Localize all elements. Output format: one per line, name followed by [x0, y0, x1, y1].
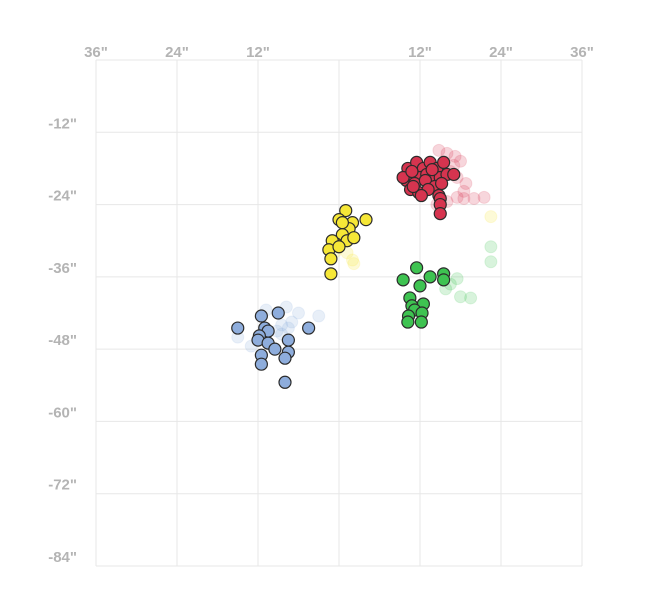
data-point — [268, 342, 282, 356]
data-point — [396, 273, 410, 287]
data-point — [359, 213, 373, 227]
data-point — [423, 270, 437, 284]
data-point — [447, 167, 461, 182]
data-point — [335, 216, 349, 230]
data-point — [401, 315, 415, 329]
data-point — [324, 252, 338, 266]
data-point — [339, 203, 353, 218]
data-point — [254, 309, 268, 323]
data-point — [413, 279, 427, 293]
data-point — [231, 321, 245, 335]
data-point — [425, 163, 439, 177]
data-point — [278, 351, 292, 365]
data-point — [414, 315, 428, 329]
faded-data-point — [484, 255, 498, 269]
x-tick-label: 12" — [246, 44, 270, 61]
x-axis-labels: 36" 24" 12" 12" 24" 36" — [84, 44, 594, 61]
data-point — [254, 357, 268, 371]
faded-data-point — [450, 272, 464, 286]
data-point — [332, 240, 346, 254]
data-point — [437, 155, 451, 170]
x-tick-label: 36" — [570, 44, 594, 61]
faded-data-point — [346, 253, 359, 267]
faded-data-point — [292, 306, 305, 320]
faded-data-point — [450, 190, 464, 204]
faded-data-point — [457, 184, 471, 198]
faded-data-point — [459, 176, 473, 190]
y-tick-label: -24" — [48, 188, 77, 205]
data-point — [437, 273, 451, 287]
x-tick-label: 24" — [165, 44, 189, 61]
data-point — [435, 176, 449, 191]
faded-data-point — [432, 143, 446, 157]
y-tick-label: -72" — [48, 477, 77, 494]
x-tick-label: 24" — [489, 44, 513, 61]
faded-data-point — [448, 149, 462, 163]
data-point — [281, 333, 295, 347]
faded-data-point — [312, 309, 326, 323]
y-tick-label: -60" — [48, 404, 77, 421]
data-point — [433, 207, 447, 221]
data-point — [302, 321, 316, 335]
data-point — [347, 231, 361, 245]
grid — [95, 59, 583, 567]
faded-data-point — [457, 192, 471, 206]
faded-data-point — [467, 192, 481, 206]
faded-data-point — [285, 315, 299, 329]
faded-data-point — [275, 318, 289, 332]
faded-data-point — [484, 210, 498, 224]
faded-data-point — [454, 290, 467, 304]
x-tick-label: 36" — [84, 44, 108, 61]
y-tick-label: -12" — [48, 115, 77, 132]
y-tick-label: -36" — [48, 260, 77, 277]
data-point — [406, 179, 420, 194]
y-tick-label: -84" — [48, 549, 77, 566]
faded-data-point — [454, 154, 467, 168]
x-tick-label: 12" — [408, 44, 432, 61]
faded-data-point — [347, 257, 361, 271]
faded-data-point — [464, 291, 478, 305]
y-tick-label: -48" — [48, 332, 77, 349]
faded-data-point — [484, 240, 498, 254]
data-point — [405, 164, 419, 179]
data-point — [410, 261, 424, 275]
data-point — [278, 375, 292, 389]
data-point — [324, 267, 338, 281]
y-axis-labels: -12" -24" -36" -48" -60" -72" -84" — [48, 115, 77, 566]
data-point — [414, 188, 428, 203]
points-layer — [231, 155, 461, 389]
faded-data-point — [477, 190, 491, 204]
data-point — [271, 306, 285, 320]
